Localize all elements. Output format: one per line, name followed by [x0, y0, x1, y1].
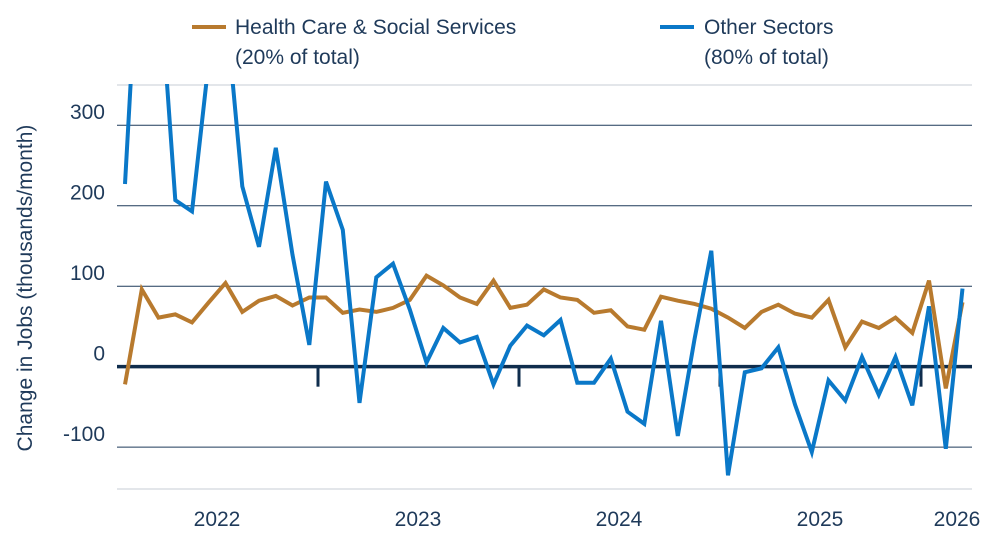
y-axis-tick-labels: -100 0 100 200 300 — [63, 101, 105, 446]
legend-label-other-sectors: Other Sectors — [704, 16, 834, 39]
y-tick-label: 200 — [70, 182, 105, 205]
legend-label-health-care: Health Care & Social Services — [235, 16, 516, 39]
y-axis-label: Change in Jobs (thousands/month) — [14, 125, 37, 452]
series-lines — [123, 84, 965, 476]
y-tick-label: 0 — [93, 343, 105, 366]
x-axis-tick-labels: 2022 2023 2024 2025 2026 — [194, 508, 981, 531]
y-tick-label: 100 — [70, 262, 105, 285]
legend-sublabel-other-sectors: (80% of total) — [704, 46, 829, 69]
series-line-other-sectors — [123, 84, 965, 476]
x-tick-label: 2023 — [395, 508, 442, 531]
x-tick-label: 2026 — [934, 508, 981, 531]
x-tick-label: 2022 — [194, 508, 241, 531]
x-tick-label: 2025 — [797, 508, 844, 531]
x-tick-label: 2024 — [596, 508, 643, 531]
y-tick-label: -100 — [63, 423, 105, 446]
series-line-health-care — [123, 273, 965, 389]
legend: Health Care & Social Services (20% of to… — [192, 16, 834, 69]
legend-sublabel-health-care: (20% of total) — [235, 46, 360, 69]
y-tick-label: 300 — [70, 101, 105, 124]
gridlines — [117, 84, 972, 490]
